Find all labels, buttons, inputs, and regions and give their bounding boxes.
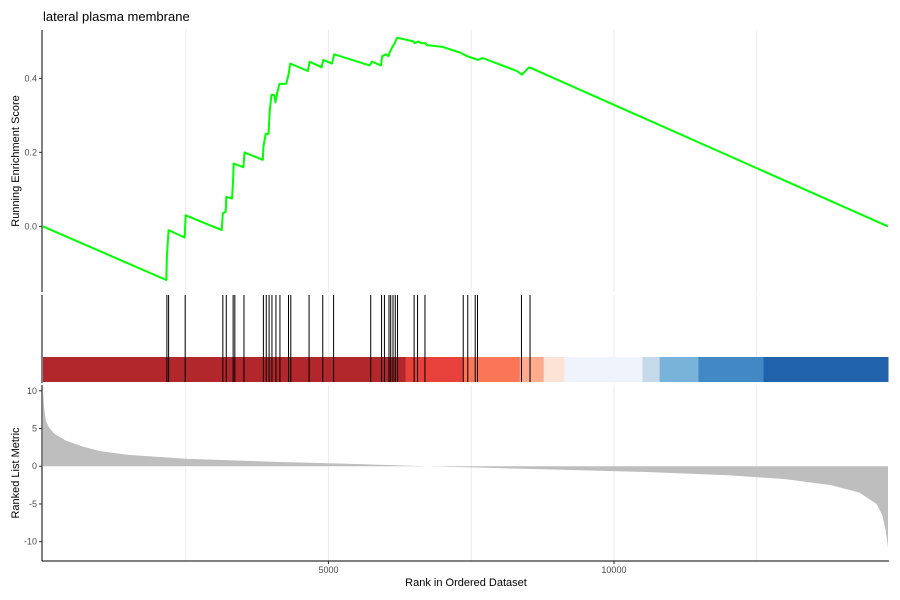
x-axis-ticks: 5000 10000 [318, 561, 626, 575]
gene-hit-ticks [166, 295, 531, 382]
hits-panel [41, 295, 889, 383]
metric-panel: 10 5 0 -5 -10 5000 10000 Ranked List Metric R… [10, 385, 889, 589]
metric-y-ticks: 10 5 0 -5 -10 [24, 386, 42, 547]
enrichment-y-axis-title: Running Enrichment Score [10, 95, 22, 226]
x-tick-label: 5000 [318, 565, 338, 575]
enrichment-y-tick-label: 0.4 [24, 73, 37, 83]
heat-band [564, 357, 643, 382]
enrichment-panel: 0.0 0.2 0.4 Running Enrichment Score [10, 30, 889, 292]
heat-band [698, 357, 765, 382]
ranked-metric-area [43, 390, 888, 548]
heat-band [543, 357, 565, 382]
heat-band [43, 357, 407, 382]
enrichment-y-tick-label: 0.2 [24, 147, 37, 157]
metric-y-axis-title: Ranked List Metric [10, 427, 22, 519]
x-axis-title: Rank in Ordered Dataset [405, 577, 527, 589]
metric-y-tick-label: -10 [24, 537, 37, 547]
heat-band [642, 357, 661, 382]
heat-band [763, 357, 889, 382]
enrichment-y-tick-label: 0.0 [24, 221, 37, 231]
enrichment-y-ticks: 0.0 0.2 0.4 [24, 73, 42, 231]
heat-band [519, 357, 545, 382]
running-enrichment-line [42, 36, 889, 281]
x-tick-label: 10000 [601, 565, 626, 575]
plot-title: lateral plasma membrane [43, 9, 190, 24]
metric-y-tick-label: -5 [29, 499, 37, 509]
enrichment-grid [185, 30, 758, 292]
rank-heat-bar [43, 357, 889, 382]
metric-y-tick-label: 10 [27, 386, 37, 396]
metric-y-tick-label: 5 [32, 424, 37, 434]
heat-band [405, 357, 464, 382]
metric-grid [185, 385, 758, 561]
heat-band [659, 357, 699, 382]
metric-y-tick-label: 0 [32, 461, 37, 471]
heat-band [462, 357, 521, 382]
